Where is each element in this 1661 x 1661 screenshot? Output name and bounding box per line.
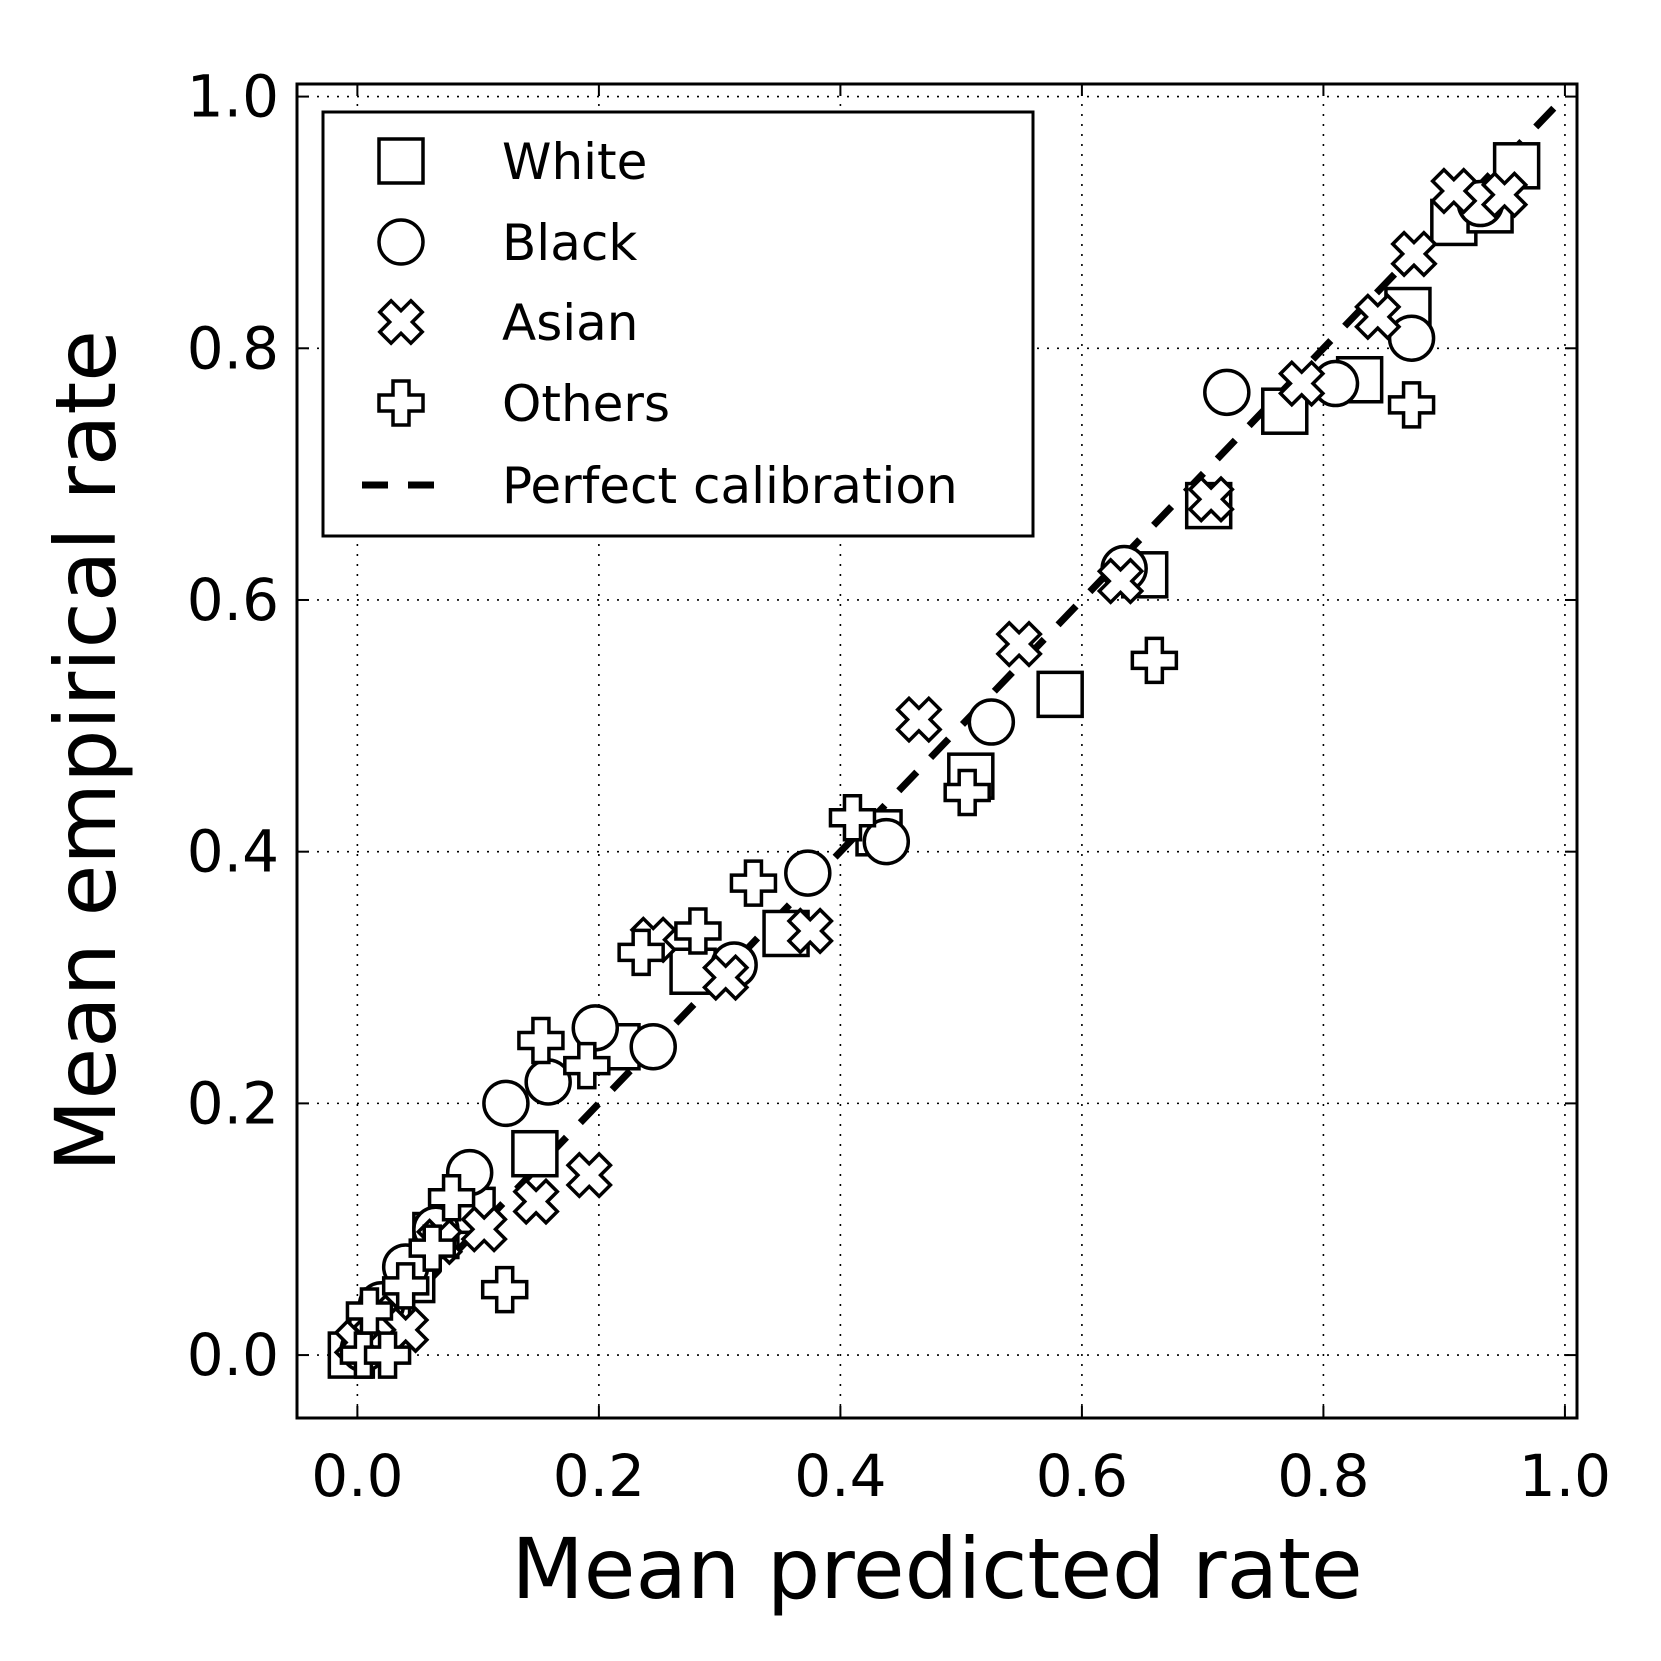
legend-entry-black: Black [377,214,637,272]
asian-point [786,907,834,955]
others-point [943,768,991,817]
y-tick-label: 1.0 [187,63,279,131]
legend-label-white: White [502,133,647,191]
others-point [480,1265,529,1314]
x-axis-label: Mean predicted rate [511,1520,1362,1618]
y-tick-label: 0.8 [187,314,279,382]
others-point [517,1016,565,1065]
white-point [511,1129,559,1178]
legend-label-others: Others [502,375,670,433]
x-tick-label: 0.4 [794,1442,886,1510]
others-point [427,1174,476,1222]
black-point [629,1022,677,1071]
series-others [339,381,1436,1379]
others-point [729,859,778,907]
others-point [345,1287,394,1335]
others-point [1387,381,1436,429]
legend-symbol-white [377,137,425,185]
legend-entry-asian: Asian [377,294,638,352]
legend-symbol-asian [377,298,425,346]
legend-items: White Black Asian Others Perfect calibration [362,133,958,515]
asian-point [565,1151,613,1199]
x-tick-label: 0.6 [1036,1442,1128,1510]
axis-ticks [297,84,1577,1418]
asian-point [460,1205,508,1253]
asian-point [1480,171,1529,219]
asian-point [512,1177,560,1226]
others-point [828,793,877,842]
asian-point [1096,557,1145,605]
legend-symbol-black [377,218,425,266]
asian-point [1430,167,1478,215]
others-point [563,1041,611,1090]
others-point [617,928,665,977]
black-point [1311,359,1360,408]
black-point [482,1079,530,1128]
x-tick-label: 0.0 [311,1442,403,1510]
asian-point [1277,359,1326,408]
legend-label-black: Black [502,214,637,272]
others-point [408,1224,456,1272]
plot-frame [295,82,1579,1420]
legend-symbol-others [377,379,425,427]
legend-entry-perfect-calibration: Perfect calibration [362,457,958,515]
black-point [967,698,1016,746]
asian-point [995,620,1043,668]
asian-point [1390,230,1438,278]
black-point [784,849,832,897]
legend-entry-white: White [377,133,647,191]
asian-point [1354,293,1402,341]
y-axis-label: Mean empirical rate [37,330,135,1172]
x-tick-label: 1.0 [1519,1442,1611,1510]
y-tick-label: 0.4 [187,818,279,886]
legend-entry-others: Others [377,375,670,433]
asian-point [895,695,943,744]
y-tick-label: 0.6 [187,566,279,634]
y-tick-labels: 0.0 0.2 0.4 0.6 0.8 1.0 [187,63,279,1389]
x-tick-labels: 0.0 0.2 0.4 0.6 0.8 1.0 [311,1442,1611,1510]
others-point [1130,636,1179,685]
legend-box [321,110,1035,538]
asian-point [701,953,750,1002]
legend: White Black Asian Others Perfect calibration [321,110,1035,538]
data-markers [327,142,1541,1379]
others-point [674,907,722,955]
x-tick-label: 0.8 [1277,1442,1369,1510]
others-point [381,1262,430,1310]
others-point [363,1331,412,1379]
legend-label-perfect-calibration: Perfect calibration [502,457,958,515]
asian-point [1187,475,1235,523]
black-point [862,817,911,866]
y-tick-label: 0.0 [187,1321,279,1389]
legend-label-asian: Asian [502,294,638,352]
x-tick-label: 0.2 [553,1442,645,1510]
black-point [1203,368,1251,417]
white-point [1036,670,1084,719]
y-tick-label: 0.2 [187,1069,279,1137]
